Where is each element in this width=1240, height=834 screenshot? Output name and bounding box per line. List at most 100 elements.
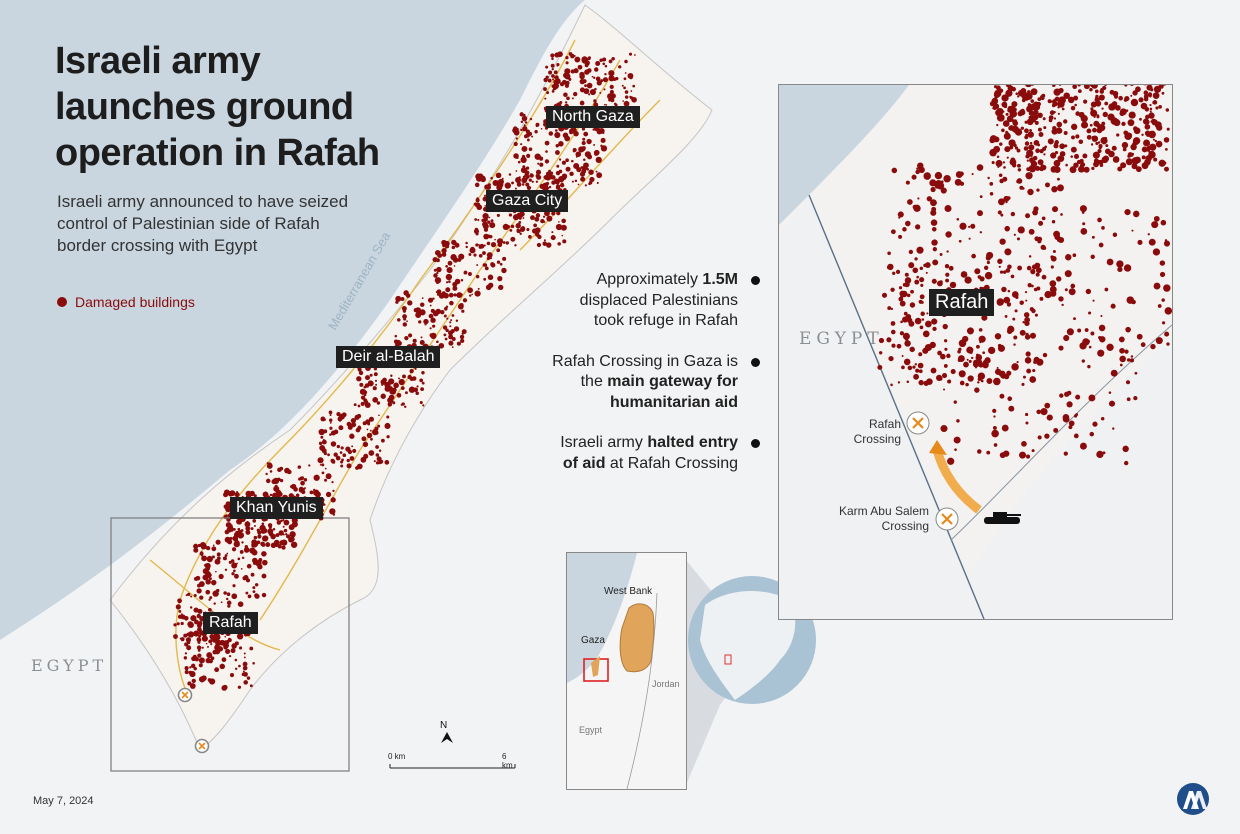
damage-dot	[234, 658, 238, 662]
damage-dot	[330, 441, 337, 447]
damage-dot	[1140, 102, 1148, 110]
damage-dot	[957, 349, 961, 354]
damage-dot	[509, 228, 513, 232]
damage-dot	[366, 428, 369, 431]
damage-dot	[285, 469, 288, 472]
damage-dot	[282, 519, 285, 522]
damage-dot	[886, 337, 892, 343]
damage-dot	[1028, 144, 1035, 151]
damage-dot	[1078, 139, 1084, 145]
damage-dot	[1026, 159, 1029, 162]
damage-dot	[1052, 85, 1056, 87]
damage-dot	[486, 252, 493, 258]
damage-dot	[944, 264, 950, 269]
damage-dot	[545, 65, 549, 69]
inset-land-south	[949, 335, 1172, 619]
damage-dot	[374, 430, 379, 435]
damage-dot	[1011, 163, 1017, 168]
damage-dot	[251, 539, 258, 546]
damage-dot	[543, 239, 546, 242]
damage-dot	[591, 75, 594, 78]
damage-dot	[450, 319, 453, 322]
damage-dot	[1019, 109, 1026, 116]
border-line	[808, 194, 985, 619]
damage-dot	[1082, 153, 1088, 159]
damage-dot	[318, 441, 323, 446]
damage-dot	[447, 260, 453, 266]
damage-dot	[1071, 123, 1078, 131]
damage-dot	[996, 123, 999, 127]
damage-dot	[947, 457, 955, 465]
damage-dot	[589, 88, 596, 96]
damage-dot	[320, 416, 326, 422]
damage-dot	[899, 331, 905, 336]
damage-dot	[256, 540, 261, 545]
damage-dot	[482, 223, 489, 230]
damage-dot	[448, 330, 454, 336]
damage-dot	[986, 378, 993, 384]
damage-dot	[1012, 317, 1016, 321]
damage-dot	[515, 176, 522, 183]
damage-dot	[551, 84, 555, 88]
damage-dot	[1004, 315, 1008, 318]
damage-dot	[1051, 219, 1056, 224]
damage-dot	[907, 199, 913, 205]
damage-dot	[913, 373, 919, 380]
damage-dot	[232, 535, 239, 542]
damage-dot	[453, 241, 457, 245]
damage-dot	[1158, 105, 1162, 109]
damage-dot	[1002, 161, 1006, 164]
damage-dot	[332, 489, 335, 493]
damage-dot	[1097, 141, 1101, 144]
damage-dot	[1042, 352, 1048, 358]
damage-dot	[1144, 124, 1151, 130]
damage-dot	[1143, 96, 1149, 102]
damage-dot	[579, 73, 585, 80]
damage-dot	[421, 297, 424, 299]
damage-dot	[520, 156, 527, 164]
damage-dot	[324, 467, 327, 470]
damage-dot	[546, 215, 553, 222]
damage-dot	[565, 56, 569, 60]
damage-dot	[443, 333, 447, 337]
damage-dot	[914, 317, 922, 325]
damage-dot	[290, 483, 297, 490]
damage-dot	[1100, 136, 1108, 145]
damage-dot	[609, 76, 612, 78]
damage-dot	[1004, 225, 1011, 232]
damage-dot	[991, 161, 995, 165]
damage-dot	[224, 635, 227, 638]
damage-dot	[1061, 107, 1065, 111]
damage-dot	[277, 467, 282, 473]
damage-dot	[190, 615, 197, 622]
damage-dot	[1026, 368, 1032, 374]
damage-dot	[319, 463, 322, 466]
damage-dot	[436, 293, 440, 296]
damage-dot	[948, 265, 954, 271]
damage-dot	[524, 173, 528, 178]
damage-dot	[1091, 166, 1095, 171]
damage-dot	[1021, 382, 1025, 386]
damage-dot	[1124, 349, 1129, 354]
damage-dot	[1101, 107, 1104, 110]
damage-dot	[173, 634, 178, 639]
damage-dot	[455, 319, 459, 322]
damage-dot	[237, 685, 242, 689]
damage-dot	[442, 251, 446, 255]
damage-dot	[945, 272, 950, 277]
damage-dot	[231, 547, 237, 552]
damage-dot	[395, 295, 402, 302]
damage-dot	[189, 666, 192, 669]
damage-dot	[976, 164, 984, 171]
damage-dot	[289, 531, 296, 538]
damage-dot	[246, 522, 250, 525]
damage-dot	[970, 223, 976, 229]
damage-dot	[221, 657, 227, 663]
damage-dot	[517, 160, 521, 164]
damage-dot	[1132, 139, 1139, 146]
damage-dot	[249, 646, 254, 651]
damage-dot	[1011, 86, 1016, 92]
damage-dot	[891, 343, 896, 348]
damage-dot	[398, 377, 400, 380]
damage-dot	[254, 583, 259, 587]
